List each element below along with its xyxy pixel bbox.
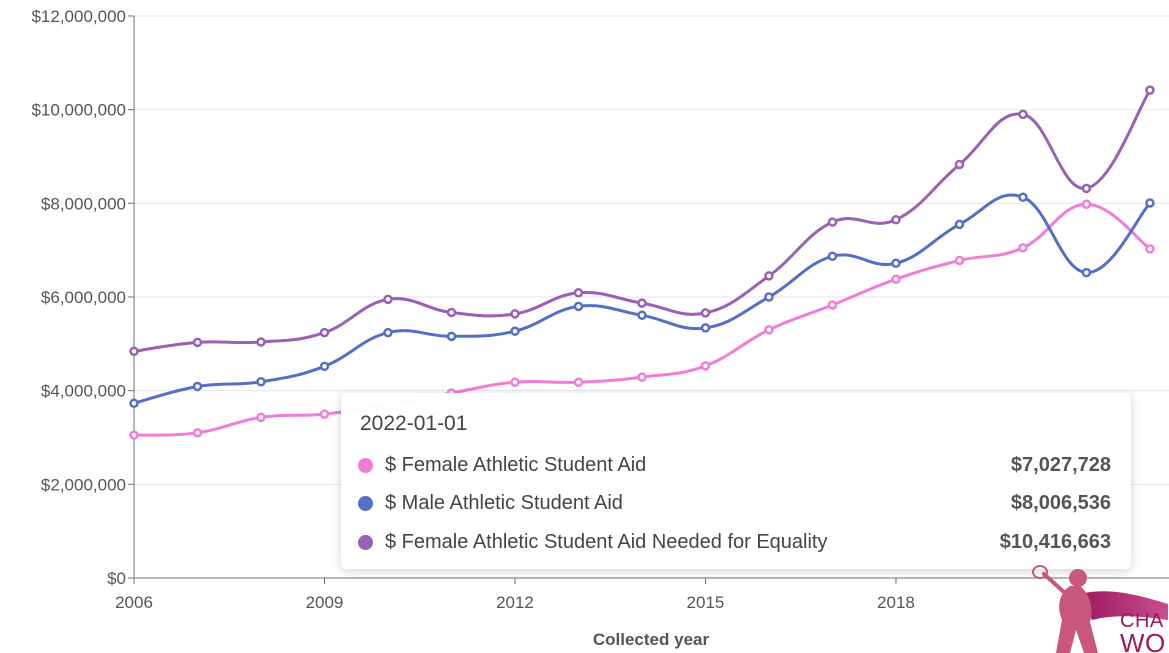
logo-text-line1: CHA <box>1120 610 1164 632</box>
data-point[interactable] <box>827 300 838 310</box>
equality-aid-marker-icon <box>358 534 373 550</box>
data-point[interactable] <box>764 271 774 281</box>
tooltip-date: 2022-01-01 <box>360 412 468 435</box>
y-tick-label: $8,000,000 <box>41 194 126 213</box>
tooltip-series-name: $ Female Athletic Student Aid <box>385 453 647 476</box>
y-tick-label: $12,000,000 <box>31 7 126 26</box>
series-line <box>133 89 1152 353</box>
x-tick-label: 2006 <box>115 593 153 612</box>
data-point[interactable] <box>764 325 774 335</box>
data-point[interactable] <box>891 214 901 225</box>
x-axis-ticks: 2006 2009 2012 2015 2018 <box>115 578 915 612</box>
data-point[interactable] <box>1081 267 1092 278</box>
data-point[interactable] <box>510 309 520 319</box>
data-point[interactable] <box>637 372 647 382</box>
data-point[interactable] <box>129 346 139 357</box>
data-point[interactable] <box>192 428 203 438</box>
data-point[interactable] <box>637 298 647 308</box>
data-point[interactable] <box>1018 243 1028 253</box>
series-0 <box>129 199 1155 440</box>
data-point[interactable] <box>700 308 711 318</box>
data-point[interactable] <box>1018 109 1028 120</box>
tooltip-series-value: $7,027,728 <box>1010 453 1111 476</box>
data-point[interactable] <box>1081 199 1092 210</box>
y-tick-label: $10,000,000 <box>31 101 126 120</box>
lacrosse-player-icon <box>1032 565 1168 653</box>
data-point[interactable] <box>954 219 965 230</box>
x-tick-label: 2015 <box>687 593 725 612</box>
data-point[interactable] <box>129 430 139 440</box>
data-point[interactable] <box>383 294 393 305</box>
y-tick-label: $6,000,000 <box>41 288 126 307</box>
logo-text-line2: WO <box>1120 628 1166 653</box>
data-point[interactable] <box>954 255 965 266</box>
data-point[interactable] <box>192 337 203 348</box>
data-point[interactable] <box>700 323 711 333</box>
data-point[interactable] <box>256 337 266 347</box>
data-point[interactable] <box>446 331 457 342</box>
data-point[interactable] <box>129 398 139 409</box>
y-tick-label: $2,000,000 <box>41 475 126 494</box>
series-line <box>133 193 1152 405</box>
data-point[interactable] <box>891 258 901 269</box>
data-point[interactable] <box>1018 192 1028 202</box>
x-tick-label: 2012 <box>496 593 534 612</box>
data-point[interactable] <box>637 310 647 321</box>
data-point[interactable] <box>1145 244 1155 254</box>
series-lines <box>129 85 1155 440</box>
series-line <box>133 202 1151 437</box>
data-tooltip: 2022-01-01 $ Female Athletic Student Aid… <box>341 393 1131 569</box>
male-aid-marker-icon <box>358 495 373 511</box>
data-point[interactable] <box>573 377 584 387</box>
data-point[interactable] <box>827 251 838 262</box>
data-point[interactable] <box>510 377 520 387</box>
tooltip-row-male-aid: $ Male Athletic Student Aid $8,006,536 <box>358 488 1111 518</box>
data-point[interactable] <box>891 274 901 284</box>
data-point[interactable] <box>1145 198 1155 208</box>
series-2 <box>129 85 1155 357</box>
data-point[interactable] <box>510 326 520 336</box>
brand-logo: CHA WO <box>1020 564 1169 653</box>
x-tick-label: 2018 <box>877 593 915 612</box>
x-axis-title: Collected year <box>593 630 710 649</box>
x-tick-label: 2009 <box>306 593 344 612</box>
data-point[interactable] <box>446 307 457 318</box>
tooltip-series-value: $8,006,536 <box>1010 491 1111 514</box>
data-point[interactable] <box>573 301 584 312</box>
data-point[interactable] <box>383 327 393 338</box>
tooltip-series-value: $10,416,663 <box>999 530 1111 553</box>
data-point[interactable] <box>319 409 330 419</box>
data-point[interactable] <box>1081 183 1092 194</box>
data-point[interactable] <box>764 292 774 302</box>
data-point[interactable] <box>192 381 203 392</box>
data-point[interactable] <box>700 361 711 371</box>
tooltip-series-name: $ Male Athletic Student Aid <box>385 491 623 514</box>
female-aid-marker-icon <box>358 457 373 473</box>
data-point[interactable] <box>256 377 266 387</box>
data-point[interactable] <box>319 361 330 372</box>
y-tick-label: $0 <box>107 569 126 588</box>
tooltip-series-name: $ Female Athletic Student Aid Needed for… <box>385 530 828 553</box>
tooltip-row-equality-aid: $ Female Athletic Student Aid Needed for… <box>358 527 1111 557</box>
data-point[interactable] <box>256 412 266 423</box>
series-1 <box>129 192 1155 409</box>
data-point[interactable] <box>827 217 838 227</box>
data-point[interactable] <box>319 327 330 338</box>
y-tick-label: $4,000,000 <box>41 382 126 401</box>
y-axis-tick-labels: $0 $2,000,000 $4,000,000 $6,000,000 $8,000,0… <box>31 7 134 588</box>
data-point[interactable] <box>954 159 965 170</box>
tooltip-row-female-aid: $ Female Athletic Student Aid $7,027,728 <box>358 450 1111 480</box>
data-point[interactable] <box>1145 85 1155 95</box>
data-point[interactable] <box>573 288 584 298</box>
